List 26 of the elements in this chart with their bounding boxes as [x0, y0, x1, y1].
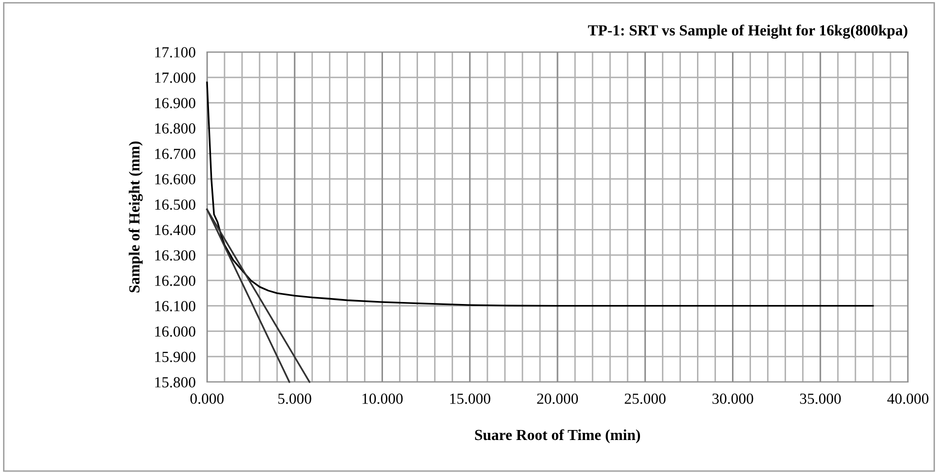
y-tick-label: 16.000 — [155, 326, 196, 337]
y-tick-label: 16.500 — [155, 199, 196, 210]
y-tick-label: 17.000 — [155, 72, 196, 83]
y-tick-label: 16.200 — [155, 276, 196, 286]
y-tick-label: 16.700 — [155, 148, 196, 160]
x-tick-label: 25.000 — [624, 394, 666, 404]
x-tick-label: 15.000 — [450, 394, 490, 404]
y-tick-label: 16.900 — [155, 98, 196, 108]
chart-title: TP-1: SRT vs Sample of Height for 16kg(800kpa) — [588, 24, 908, 39]
x-tick-label: 0.000 — [190, 394, 224, 404]
x-axis-title: Suare Root of Time (min) — [475, 429, 640, 444]
y-tick-label: 17.100 — [155, 47, 196, 58]
y-axis-title: Sample of Height (mm) — [128, 142, 143, 292]
x-tick-label: 20.000 — [537, 394, 578, 404]
y-tick-label: 15.800 — [155, 377, 196, 388]
x-tick-label: 40.000 — [887, 394, 928, 404]
y-tick-label: 16.400 — [155, 224, 196, 236]
y-tick-label: 16.100 — [155, 300, 196, 312]
y-tick-label: 15.900 — [155, 352, 196, 362]
x-tick-label: 35.000 — [800, 394, 841, 404]
y-tick-label: 16.800 — [155, 123, 196, 134]
x-tick-label: 30.000 — [712, 394, 754, 404]
y-tick-label: 16.600 — [155, 174, 196, 184]
x-tick-label: 10.000 — [362, 394, 403, 404]
x-tick-label: 5.000 — [278, 394, 312, 404]
y-tick-label: 16.300 — [155, 250, 196, 261]
